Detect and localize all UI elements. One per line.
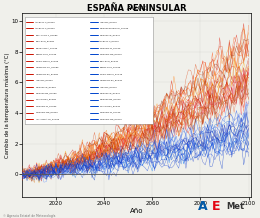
X-axis label: Año: Año [130,208,143,214]
Y-axis label: Cambio de la temperatura máxima (°C): Cambio de la temperatura máxima (°C) [4,53,10,158]
Text: A: A [198,199,207,213]
Text: © Agencia Estatal de Meteorología: © Agencia Estatal de Meteorología [3,214,55,218]
Text: Met: Met [226,201,244,211]
Title: ESPAÑA PENINSULAR: ESPAÑA PENINSULAR [87,4,186,13]
Text: ANUAL: ANUAL [126,6,147,11]
Text: E: E [212,199,220,213]
